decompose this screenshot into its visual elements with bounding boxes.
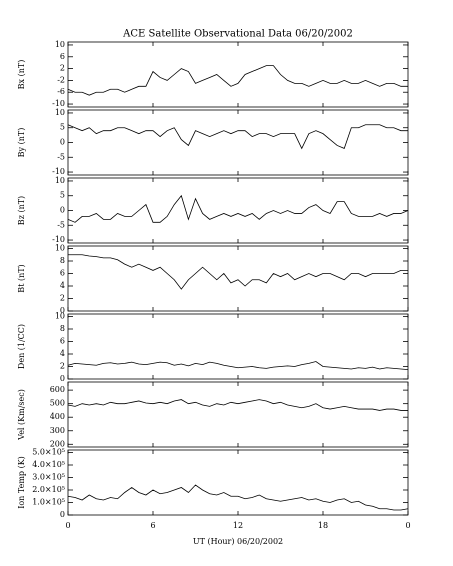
y-tick-label: 8	[60, 324, 65, 333]
y-tick-label: 600	[50, 385, 65, 394]
data-line	[67, 194, 409, 223]
data-line	[67, 399, 408, 411]
y-tick-label: 6	[60, 337, 65, 346]
y-tick-label: -5	[57, 152, 65, 161]
y-tick-label: 3.0×10⁵	[32, 473, 65, 482]
y-tick-label: -6	[57, 87, 65, 96]
y-tick-label: 0	[60, 138, 65, 147]
y-axis-label: Den (1/CC)	[17, 324, 26, 369]
y-tick-label: 200	[50, 439, 65, 448]
chart-title: ACE Satellite Observational Data 06/20/2…	[122, 29, 353, 40]
y-axis-label: Vel (Km/sec)	[17, 389, 26, 441]
y-tick-label: -5	[57, 220, 65, 229]
y-tick-label: 2.0×10⁵	[32, 485, 65, 494]
data-line	[68, 254, 408, 290]
y-axis-label: By (nT)	[17, 128, 26, 158]
x-tick-label: 0	[65, 521, 70, 530]
y-tick-label: 0	[60, 206, 65, 215]
x-tick-label: 12	[233, 521, 243, 530]
data-line	[67, 484, 409, 511]
y-tick-label: 2	[60, 64, 65, 73]
y-tick-label: 2	[60, 294, 65, 303]
x-tick-label: 6	[150, 521, 155, 530]
y-tick-label: 5	[60, 123, 65, 132]
y-tick-label: 0	[60, 374, 65, 383]
y-tick-label: 6	[60, 269, 65, 278]
y-tick-label: -10	[52, 235, 65, 244]
y-tick-label: 6	[60, 52, 65, 61]
data-line	[67, 65, 408, 96]
y-tick-label: 500	[50, 399, 65, 408]
x-tick-label: 0	[405, 521, 410, 530]
y-tick-label: 10	[55, 312, 65, 321]
data-line	[67, 124, 408, 150]
y-tick-label: 4	[60, 281, 65, 290]
y-tick-label: 4	[60, 349, 65, 358]
y-axis-label: Bz (nT)	[17, 196, 26, 225]
y-tick-label: 10	[55, 176, 65, 185]
y-tick-label: 8	[60, 256, 65, 265]
y-tick-label: 0	[60, 510, 65, 519]
y-tick-label: 5	[60, 191, 65, 200]
data-line	[67, 361, 409, 371]
y-axis-label: Bx (nT)	[17, 60, 26, 90]
y-tick-label: 5.0×10⁵	[32, 448, 65, 457]
y-tick-label: -10	[52, 99, 65, 108]
y-tick-label: -10	[52, 167, 65, 176]
y-tick-label: 400	[50, 412, 65, 421]
y-tick-label: 4.0×10⁵	[32, 460, 65, 469]
y-tick-label: -2	[57, 75, 65, 84]
y-tick-label: 10	[55, 244, 65, 253]
y-tick-label: 300	[50, 426, 65, 435]
y-tick-label: 0	[60, 306, 65, 315]
y-tick-label: 10	[55, 40, 65, 49]
x-axis-label: UT (Hour) 06/20/2002	[193, 537, 283, 546]
y-tick-label: 1.0×10⁵	[32, 498, 65, 507]
y-axis-label: Bt (nT)	[17, 264, 26, 292]
x-tick-label: 18	[318, 521, 328, 530]
y-tick-label: 10	[55, 108, 65, 117]
y-tick-label: 2	[60, 362, 65, 371]
y-axis-label: Ion Temp (K)	[17, 456, 26, 509]
